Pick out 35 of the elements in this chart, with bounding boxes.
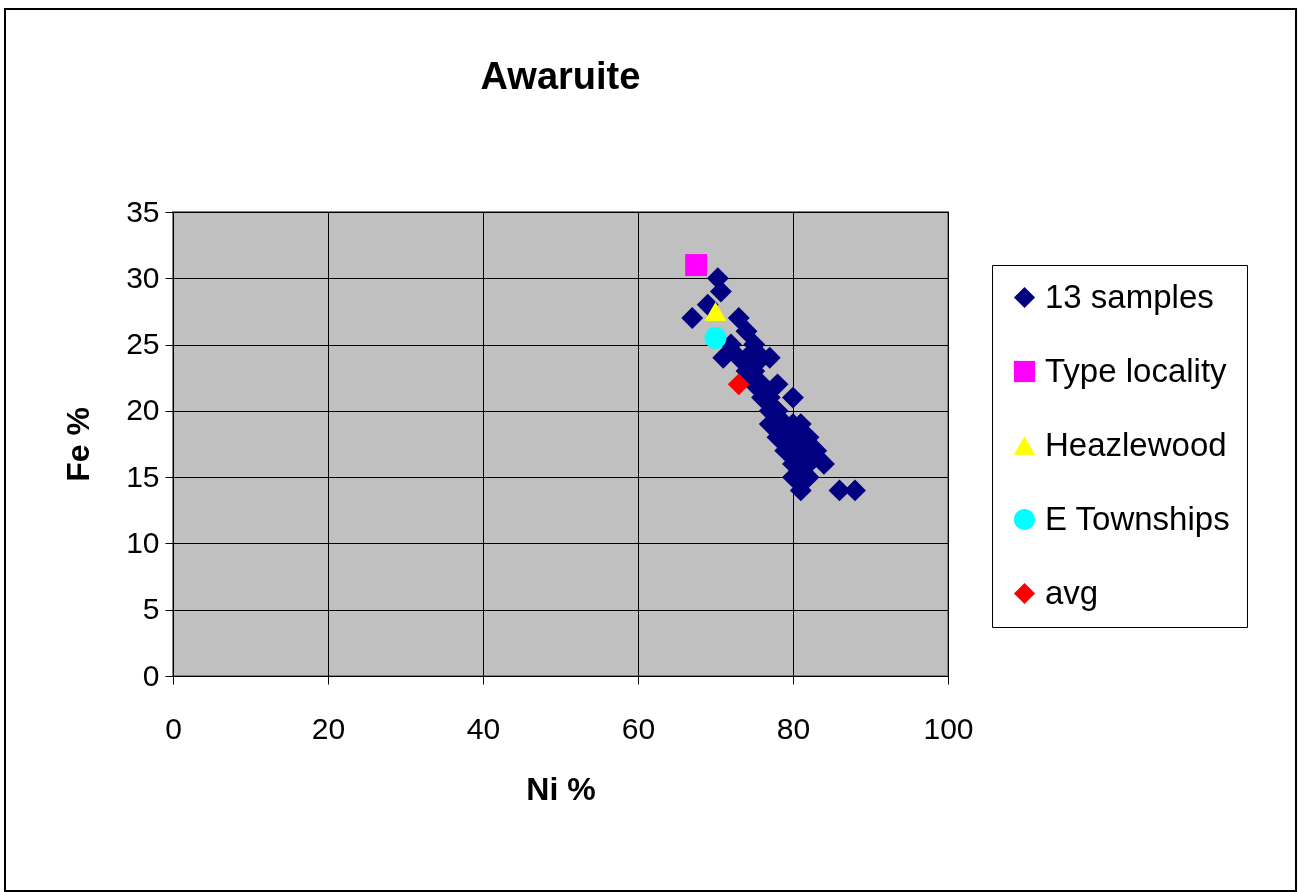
point: [813, 452, 835, 475]
point: [681, 307, 704, 330]
x-tick-label: 60: [621, 711, 656, 745]
x-tick-label: 40: [466, 711, 501, 745]
x-tick-label: 0: [165, 711, 182, 745]
y-tick-label: 35: [126, 194, 160, 228]
point: [735, 320, 758, 343]
y-axis-title: Fe %: [60, 407, 97, 482]
legend-label: Type locality: [1045, 351, 1228, 389]
y-tick-label: 25: [126, 327, 160, 361]
legend-label: Heazlewood: [1045, 425, 1227, 463]
legend-label: E Townships: [1045, 499, 1230, 537]
legend-label: 13 samples: [1045, 277, 1214, 315]
y-tick-label: 5: [142, 592, 160, 626]
point: [704, 301, 727, 321]
x-axis-title: Ni %: [526, 770, 596, 807]
point: [844, 479, 866, 502]
x-tick-label: 20: [311, 711, 346, 745]
point: [704, 327, 727, 349]
y-tick-label: 10: [126, 525, 160, 559]
chart-title: Awaruite: [480, 55, 641, 97]
x-tick-label: 80: [776, 711, 811, 745]
point: [828, 479, 851, 502]
point: [743, 333, 766, 356]
y-tick-label: 30: [126, 260, 160, 294]
y-tick-label: 20: [126, 393, 160, 427]
point: [709, 280, 732, 303]
y-tick-label: 0: [142, 658, 160, 692]
point: [727, 307, 750, 330]
point: [727, 373, 750, 396]
x-tick-label: 100: [923, 711, 974, 745]
legend-label: avg: [1045, 573, 1099, 611]
point: [685, 254, 708, 276]
y-tick-label: 15: [126, 459, 160, 493]
point: [782, 386, 804, 409]
